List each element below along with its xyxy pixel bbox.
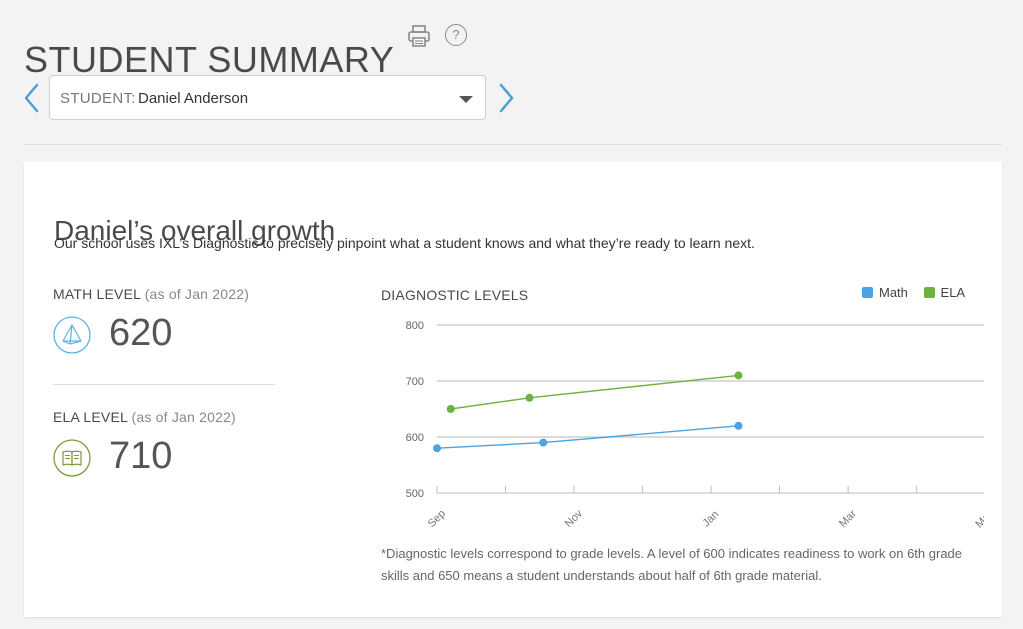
math-level-block: MATH LEVEL (as of Jan 2022) 620 [53, 286, 283, 354]
x-tick-label: Mar [837, 508, 859, 530]
ela-level-block: ELA LEVEL (as of Jan 2022) 710 [53, 409, 283, 477]
x-tick-label: May [973, 507, 984, 531]
data-point-math [433, 444, 441, 453]
y-tick-label: 500 [406, 488, 424, 500]
help-icon[interactable]: ? [445, 24, 467, 46]
math-level-value: 620 [109, 312, 173, 354]
data-point-math [539, 438, 548, 447]
student-select-value: Daniel Anderson [138, 90, 249, 107]
ela-level-value: 710 [109, 435, 173, 477]
book-icon [53, 439, 91, 477]
ela-level-label: ELA LEVEL (as of Jan 2022) [53, 409, 283, 425]
previous-student-arrow[interactable] [22, 82, 42, 114]
card-title: Daniel’s overall growth [54, 215, 336, 247]
legend-label-ela: ELA [940, 285, 966, 300]
chevron-down-icon [459, 96, 473, 103]
legend-label-math: Math [879, 285, 908, 300]
data-point-ela [734, 371, 743, 380]
student-select[interactable]: STUDENT: Daniel Anderson [49, 75, 486, 120]
diagnostic-levels-chart: 500 600 700 800 Sep Nov Jan Mar May [406, 320, 984, 531]
next-student-arrow[interactable] [496, 82, 516, 114]
math-level-asof: (as of Jan 2022) [144, 286, 250, 302]
data-point-math [734, 421, 743, 430]
level-divider [53, 384, 275, 385]
pyramid-icon [53, 316, 91, 354]
chart-legend: Math ELA [862, 285, 977, 300]
title-icons: ? [407, 22, 477, 52]
math-level-label: MATH LEVEL (as of Jan 2022) [53, 286, 283, 302]
x-tick-label: Sep [426, 508, 448, 530]
legend-swatch-ela [923, 287, 935, 298]
header-divider [24, 144, 1002, 145]
legend-item-ela[interactable]: ELA [923, 285, 966, 300]
legend-item-math[interactable]: Math [862, 285, 908, 300]
page-title: STUDENT SUMMARY [24, 39, 395, 81]
y-tick-label: 700 [406, 376, 424, 388]
y-tick-label: 800 [406, 320, 424, 332]
data-point-ela [446, 405, 455, 413]
data-point-ela [525, 393, 534, 402]
x-tick-label: Nov [563, 507, 586, 530]
chart-title: DIAGNOSTIC LEVELS [381, 287, 529, 303]
student-select-label: STUDENT: [60, 90, 136, 107]
chart-footnote: *Diagnostic levels correspond to grade l… [381, 546, 963, 583]
math-level-title: MATH LEVEL [53, 286, 141, 302]
card-subtitle: Our school uses IXL’s Diagnostic to prec… [54, 235, 755, 251]
printer-icon[interactable] [407, 24, 431, 48]
x-tick-label: Jan [700, 508, 721, 529]
legend-swatch-math [862, 287, 873, 298]
ela-level-asof: (as of Jan 2022) [131, 409, 236, 425]
growth-card: Daniel’s overall growth Our school uses … [24, 162, 1002, 617]
ela-level-title: ELA LEVEL [53, 409, 128, 425]
y-tick-label: 600 [406, 432, 424, 444]
